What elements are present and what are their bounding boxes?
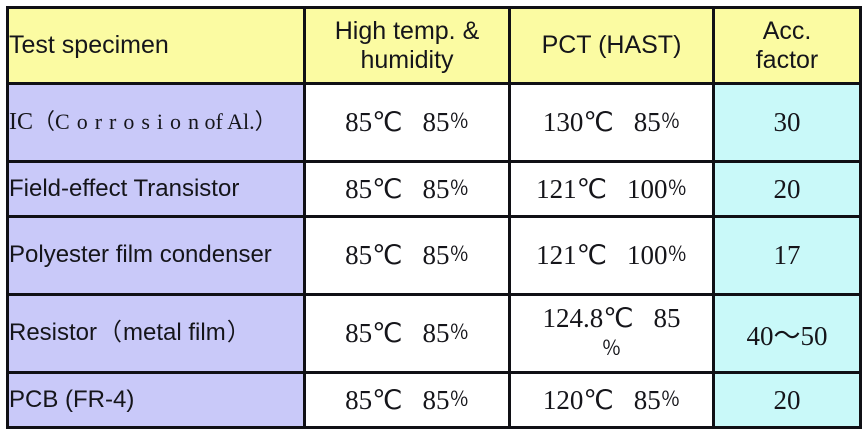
specimen-label: PCB (FR-4) <box>9 385 135 413</box>
temperature-value: 124.8℃ <box>542 303 634 334</box>
cell-acc-factor: 20 <box>712 371 862 429</box>
humidity-value: 85 <box>422 240 450 271</box>
temperature-value: 85℃ <box>345 107 403 138</box>
specimen-open-paren: （ <box>98 319 123 347</box>
cell-acc-factor: 30 <box>712 82 862 163</box>
cell-test-specimen: PCB (FR-4) <box>6 371 306 429</box>
temperature-value: 130℃ <box>542 107 614 138</box>
column-header-pct-hast-label: PCT (HAST) <box>541 31 682 60</box>
specimen-inner-text: metal film <box>123 319 226 347</box>
cell-pct-hast: 121℃ 100％ <box>508 215 715 296</box>
temperature-value: 85℃ <box>345 318 403 349</box>
percent-sign: ％ <box>660 389 681 411</box>
temperature-value: 120℃ <box>542 384 614 415</box>
percent-sign: ％ <box>667 178 687 200</box>
cell-pct-hast: 124.8℃ 85 ％ <box>508 293 715 374</box>
percent-sign: ％ <box>449 322 469 344</box>
column-header-test-specimen-label: Test specimen <box>9 31 169 60</box>
table-row: IC（Corrosion of Al.） 85℃ 85％ 130℃ 85％ 30 <box>6 82 862 163</box>
cell-pct-hast: 120℃ 85％ <box>508 371 715 429</box>
specimen-rest-text: n of Al. <box>188 109 255 135</box>
cell-high-temp-humidity: 85℃ 85％ <box>303 371 511 429</box>
specimen-tracked-text: Corrosio <box>55 109 189 135</box>
humidity-value: 85 <box>422 318 450 349</box>
table-row: Polyester film condenser 85℃ 85％ 121℃ 100％… <box>6 215 862 296</box>
temperature-value: 85℃ <box>345 240 403 271</box>
table-row: Field-effect Transistor 85℃ 85％ 121℃ 100％ … <box>6 160 862 218</box>
specimen-close-paren: ） <box>254 109 277 135</box>
cell-test-specimen: Polyester film condenser <box>6 215 306 296</box>
column-header-acc-factor: Acc. factor <box>712 6 862 85</box>
percent-sign: ％ <box>449 389 469 411</box>
specimen-lead: IC <box>9 109 33 136</box>
cell-acc-factor: 40～50 <box>712 293 862 374</box>
acceleration-factor-table: Test specimen High temp. & humidity PCT … <box>6 6 862 429</box>
percent-sign: ％ <box>449 178 469 200</box>
percent-sign: ％ <box>449 111 469 133</box>
specimen-lead: Resistor <box>9 319 98 347</box>
humidity-value: 85 <box>422 107 450 138</box>
table-body: IC（Corrosion of Al.） 85℃ 85％ 130℃ 85％ 30 F… <box>6 82 862 429</box>
percent-sign: ％ <box>449 244 469 266</box>
table-row: Resistor（metal film） 85℃ 85％ 124.8℃ 85 ％ 40… <box>6 293 862 374</box>
table-row: PCB (FR-4) 85℃ 85％ 120℃ 85％ 20 <box>6 371 862 429</box>
specimen-close-paren: ） <box>226 319 251 347</box>
acc-factor-value: 20 <box>773 173 801 204</box>
temperature-value: 121℃ <box>536 240 607 271</box>
table-header: Test specimen High temp. & humidity PCT … <box>6 6 862 85</box>
percent-sign: ％ <box>601 338 622 360</box>
acc-factor-value: 17 <box>773 240 801 270</box>
humidity-value: 100 <box>626 240 668 271</box>
percent-sign: ％ <box>660 111 681 133</box>
cell-acc-factor: 17 <box>712 215 862 296</box>
cell-pct-hast: 121℃ 100％ <box>508 160 715 218</box>
temperature-value: 85℃ <box>345 173 403 204</box>
column-header-pct-hast: PCT (HAST) <box>508 6 715 85</box>
column-header-high-temp-humidity-line1: High temp. & <box>334 17 480 45</box>
specimen-label: Polyester film condenser <box>9 241 272 269</box>
cell-high-temp-humidity: 85℃ 85％ <box>303 160 511 218</box>
column-header-high-temp-humidity-line2: humidity <box>360 45 454 74</box>
temperature-value: 121℃ <box>536 173 607 204</box>
humidity-value: 85 <box>633 107 661 138</box>
column-header-acc-factor-line2: factor <box>755 45 819 74</box>
humidity-value: 85 <box>422 384 450 415</box>
column-header-acc-factor-line1: Acc. <box>762 17 812 45</box>
humidity-value: 85 <box>422 173 450 204</box>
cell-test-specimen: Resistor（metal film） <box>6 293 306 374</box>
cell-pct-hast: 130℃ 85％ <box>508 82 715 163</box>
percent-sign: ％ <box>667 244 687 266</box>
humidity-value: 85 <box>633 384 661 415</box>
acc-factor-value: 40～50 <box>746 321 828 351</box>
cell-test-specimen: IC（Corrosion of Al.） <box>6 82 306 163</box>
cell-high-temp-humidity: 85℃ 85％ <box>303 82 511 163</box>
cell-acc-factor: 20 <box>712 160 862 218</box>
table-header-row: Test specimen High temp. & humidity PCT … <box>6 6 862 85</box>
column-header-high-temp-humidity: High temp. & humidity <box>303 6 511 85</box>
acc-factor-value: 30 <box>773 107 801 137</box>
cell-high-temp-humidity: 85℃ 85％ <box>303 293 511 374</box>
column-header-test-specimen: Test specimen <box>6 6 306 85</box>
acc-factor-value: 20 <box>773 384 801 415</box>
humidity-value: 85 <box>653 303 681 334</box>
temperature-value: 85℃ <box>345 384 403 415</box>
humidity-value: 100 <box>626 173 668 204</box>
specimen-open-paren: （ <box>33 109 56 135</box>
cell-high-temp-humidity: 85℃ 85％ <box>303 215 511 296</box>
cell-test-specimen: Field-effect Transistor <box>6 160 306 218</box>
specimen-label: Field-effect Transistor <box>9 174 240 202</box>
